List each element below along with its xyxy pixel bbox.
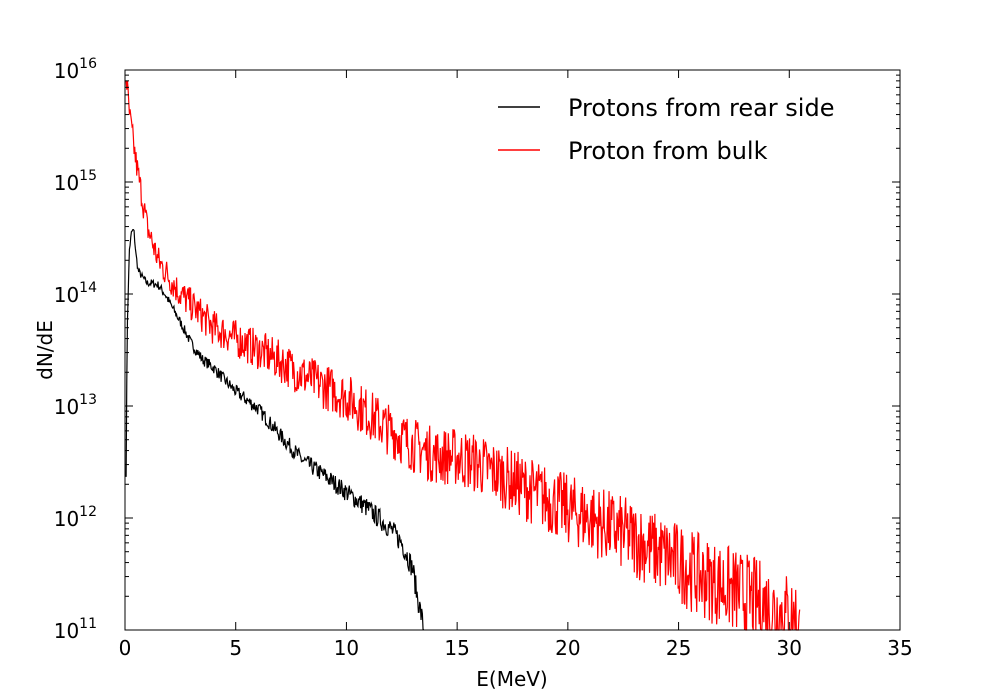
legend-label-1: Proton from bulk (568, 137, 768, 165)
y-tick-label: 1016 (54, 56, 97, 83)
legend-label-0: Protons from rear side (568, 94, 834, 122)
y-tick-label: 1012 (54, 504, 97, 531)
x-tick-label: 20 (555, 636, 580, 660)
y-axis-label: dN/dE (33, 320, 57, 380)
x-tick-label: 30 (777, 636, 802, 660)
y-tick-label: 1013 (54, 392, 97, 419)
x-tick-label: 0 (119, 636, 132, 660)
x-tick-label: 35 (887, 636, 912, 660)
series-line-0 (125, 229, 425, 631)
y-tick-label: 1015 (54, 168, 97, 195)
x-tick-label: 25 (666, 636, 691, 660)
y-tick-label: 1014 (54, 280, 97, 307)
series-layer (125, 80, 801, 631)
x-tick-label: 10 (334, 636, 359, 660)
legend: Protons from rear side Proton from bulk (498, 94, 834, 165)
plot-frame (124, 69, 901, 631)
x-tick-label: 15 (444, 636, 469, 660)
x-tick-label: 5 (229, 636, 242, 660)
x-axis-label: E(MeV) (476, 667, 547, 691)
series-line-1 (125, 80, 801, 631)
y-tick-label: 1011 (54, 616, 97, 643)
